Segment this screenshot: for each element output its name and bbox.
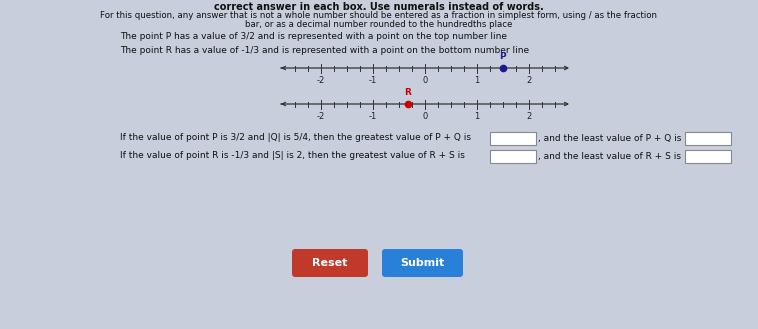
Text: -2: -2 — [317, 76, 325, 85]
Text: 2: 2 — [526, 76, 531, 85]
Text: If the value of point R is -1/3 and |S| is 2, then the greatest value of R + S i: If the value of point R is -1/3 and |S| … — [120, 151, 465, 160]
FancyBboxPatch shape — [490, 132, 535, 144]
FancyBboxPatch shape — [684, 149, 731, 163]
Text: R: R — [404, 88, 411, 97]
Text: Reset: Reset — [312, 258, 348, 268]
Text: 1: 1 — [475, 76, 480, 85]
Text: P: P — [500, 52, 506, 61]
Text: -1: -1 — [369, 76, 377, 85]
Text: -2: -2 — [317, 112, 325, 121]
Text: correct answer in each box. Use numerals instead of words.: correct answer in each box. Use numerals… — [214, 2, 544, 12]
Text: 0: 0 — [422, 76, 428, 85]
Text: -1: -1 — [369, 112, 377, 121]
FancyBboxPatch shape — [490, 149, 535, 163]
FancyBboxPatch shape — [292, 249, 368, 277]
Text: The point R has a value of -1/3 and is represented with a point on the bottom nu: The point R has a value of -1/3 and is r… — [120, 46, 529, 55]
Text: For this question, any answer that is not a whole number should be entered as a : For this question, any answer that is no… — [101, 11, 657, 20]
Text: , and the least value of P + Q is: , and the least value of P + Q is — [538, 134, 681, 142]
Text: If the value of point P is 3/2 and |Q| is 5/4, then the greatest value of P + Q : If the value of point P is 3/2 and |Q| i… — [120, 133, 471, 142]
Text: , and the least value of R + S is: , and the least value of R + S is — [538, 151, 681, 161]
Text: Submit: Submit — [400, 258, 445, 268]
FancyBboxPatch shape — [684, 132, 731, 144]
Text: 2: 2 — [526, 112, 531, 121]
Text: 1: 1 — [475, 112, 480, 121]
Text: 0: 0 — [422, 112, 428, 121]
Text: The point P has a value of 3/2 and is represented with a point on the top number: The point P has a value of 3/2 and is re… — [120, 32, 507, 41]
FancyBboxPatch shape — [382, 249, 463, 277]
Text: bar, or as a decimal number rounded to the hundredths place: bar, or as a decimal number rounded to t… — [246, 20, 512, 29]
